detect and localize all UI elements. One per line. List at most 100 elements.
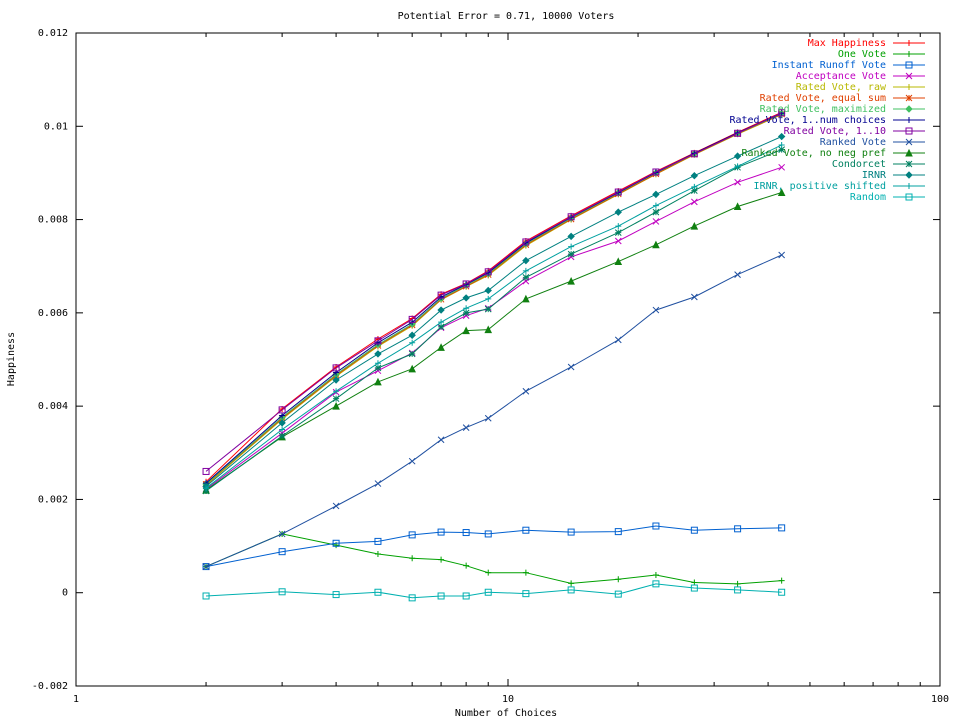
data-point: [734, 163, 741, 170]
data-point: [484, 305, 492, 313]
data-point: [484, 325, 493, 334]
data-point: [690, 198, 698, 206]
data-point: [332, 539, 340, 547]
data-point: [567, 277, 575, 285]
data-point: [652, 218, 660, 225]
data-point: [614, 590, 622, 598]
data-point: [374, 588, 382, 596]
data-point: [652, 571, 659, 578]
series-10: [202, 188, 786, 494]
data-point: [778, 109, 786, 117]
data-point: [374, 480, 382, 487]
series-line: [205, 166, 782, 490]
data-point: [567, 528, 575, 536]
data-point: [438, 319, 445, 326]
data-point: [778, 146, 786, 153]
data-point: [567, 363, 575, 371]
data-point: [203, 485, 210, 492]
legend-label: Rated Vote, maximized: [760, 104, 886, 115]
data-point: [437, 528, 445, 536]
data-point: [202, 563, 210, 571]
x-tick-label: 1: [73, 694, 79, 705]
data-point: [690, 584, 698, 592]
data-point: [437, 436, 445, 444]
data-point: [408, 315, 416, 323]
data-point: [652, 580, 660, 588]
y-tick-label: 0.004: [38, 401, 68, 412]
data-point: [734, 586, 742, 594]
series-line: [205, 583, 782, 599]
legend-label: Random: [850, 192, 886, 203]
data-point: [778, 163, 786, 171]
legend-label: Rated Vote, 1..num choices: [729, 115, 886, 126]
series-13: [203, 141, 785, 492]
x-tick-label: 10: [502, 694, 514, 705]
data-point: [568, 580, 575, 587]
data-point: [278, 530, 286, 538]
legend-label: Max Happiness: [808, 38, 886, 49]
x-tick-label: 100: [931, 694, 949, 705]
data-point: [568, 243, 575, 250]
data-point: [734, 580, 741, 587]
data-point: [408, 531, 416, 539]
legend-label: Rated Vote, equal sum: [760, 93, 886, 104]
legend-marker: [905, 72, 913, 80]
data-point: [485, 295, 492, 302]
data-point: [522, 590, 530, 598]
y-tick-label: 0.006: [38, 308, 68, 319]
data-point: [332, 395, 340, 403]
legend-label: Ranked Vote: [820, 137, 886, 148]
series-line: [205, 525, 782, 568]
series-3: [202, 163, 786, 493]
data-point: [374, 364, 382, 372]
data-point: [652, 208, 660, 216]
data-point: [614, 336, 622, 344]
series-1: [203, 530, 785, 587]
data-point: [777, 132, 786, 141]
legend-marker: [905, 94, 913, 102]
legend-marker: [905, 160, 913, 168]
data-point: [374, 360, 381, 367]
data-point: [462, 424, 470, 431]
y-axis-label: Happiness: [6, 332, 17, 386]
y-tick-label: -0.002: [32, 681, 68, 692]
data-point: [484, 414, 492, 422]
legend-label: IRNR, positive shifted: [754, 181, 886, 192]
data-point: [652, 522, 660, 530]
data-point: [408, 364, 416, 373]
data-point: [278, 548, 286, 556]
legend-marker: [905, 138, 913, 146]
data-point: [409, 555, 416, 562]
legend-marker: [905, 148, 913, 157]
data-point: [734, 178, 741, 186]
legend-label: Ranked Vote, no neg pref: [742, 148, 887, 159]
data-point: [374, 377, 382, 386]
data-point: [690, 187, 698, 195]
data-point: [691, 579, 698, 586]
data-point: [279, 426, 286, 433]
data-point: [691, 183, 698, 190]
data-point: [408, 350, 416, 358]
series-9: [202, 251, 786, 570]
data-point: [734, 129, 742, 137]
series-8: [202, 109, 786, 475]
legend-label: Acceptance Vote: [796, 71, 886, 82]
legend-marker: [905, 193, 913, 201]
data-point: [202, 592, 210, 600]
data-point: [690, 172, 699, 180]
legend-marker: [906, 84, 912, 90]
data-point: [278, 419, 286, 427]
legend-label: Rated Vote, 1..10: [784, 126, 886, 137]
data-point: [374, 537, 382, 545]
data-point: [567, 250, 575, 258]
data-point: [462, 280, 470, 288]
data-point: [437, 306, 445, 314]
data-point: [332, 376, 340, 384]
data-point: [463, 562, 470, 569]
data-point: [278, 588, 286, 596]
data-point: [733, 152, 742, 160]
data-point: [778, 141, 785, 148]
data-point: [522, 256, 530, 265]
data-point: [437, 323, 445, 331]
